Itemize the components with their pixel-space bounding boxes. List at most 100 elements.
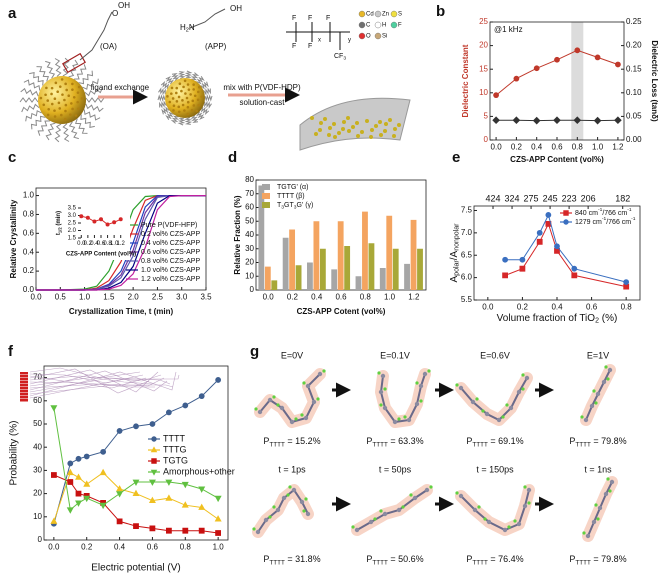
atom bbox=[56, 90, 59, 93]
x-tick-label: 2.5 bbox=[152, 292, 164, 301]
atom bbox=[77, 85, 81, 89]
polymer-atom: F bbox=[308, 15, 312, 22]
y-tick-label: 50 bbox=[245, 216, 254, 225]
panel-label: d bbox=[228, 149, 237, 166]
atom bbox=[189, 93, 192, 96]
legend-swatch bbox=[262, 193, 270, 199]
x2-tick-label: 223 bbox=[562, 193, 577, 203]
film-particle bbox=[341, 127, 345, 131]
atom bbox=[71, 107, 74, 111]
marker bbox=[100, 448, 107, 455]
atom bbox=[193, 94, 197, 98]
atom bbox=[595, 391, 601, 397]
film-particle bbox=[374, 124, 378, 128]
app-molecule bbox=[189, 8, 226, 29]
marker bbox=[198, 527, 205, 534]
x-tick-label: 2.0 bbox=[128, 292, 140, 301]
f-atom bbox=[521, 373, 525, 377]
snapshot-title: t = 1ps bbox=[278, 464, 306, 474]
marker bbox=[148, 496, 156, 503]
f-atom bbox=[286, 493, 290, 497]
f-atom bbox=[580, 415, 584, 419]
marker bbox=[132, 479, 140, 486]
text-part: -1 bbox=[631, 216, 636, 222]
y-tick-label: 7.5 bbox=[461, 206, 473, 215]
x-tick-label: 0.4 bbox=[531, 142, 543, 151]
film-particle bbox=[397, 123, 401, 127]
x-tick-label: 0.0 bbox=[48, 542, 60, 551]
electrode bbox=[20, 378, 28, 381]
x-tick-label: 0.4 bbox=[311, 292, 323, 301]
text-part: = 31.8% bbox=[285, 554, 321, 564]
y-tick-label: 10 bbox=[245, 271, 254, 280]
text-part: TTTT bbox=[269, 441, 285, 448]
text-part: polar bbox=[453, 260, 460, 276]
element-swatch bbox=[374, 10, 382, 18]
f-atom bbox=[604, 365, 608, 369]
legend-label: TTTT (β) bbox=[277, 193, 305, 200]
electrode bbox=[20, 387, 28, 390]
y-tick-label: 60 bbox=[33, 396, 42, 405]
atom bbox=[171, 97, 175, 100]
snapshot-title: E=1V bbox=[587, 350, 609, 360]
atom bbox=[186, 105, 190, 109]
atom bbox=[392, 419, 398, 425]
text-part: 3 bbox=[343, 56, 346, 62]
ligand-chain bbox=[200, 81, 209, 90]
y-tick-label: 0 bbox=[38, 535, 43, 544]
polymer-atom: F bbox=[292, 43, 296, 50]
marker bbox=[571, 265, 578, 272]
ligand-chain bbox=[184, 70, 193, 79]
y-tick-label: 0.4 bbox=[23, 247, 35, 256]
ligand-chain bbox=[62, 57, 70, 77]
marker bbox=[533, 65, 540, 72]
text-part: nonpolar bbox=[453, 223, 460, 251]
bar bbox=[417, 248, 423, 290]
f-atom bbox=[409, 493, 413, 497]
atom bbox=[58, 85, 62, 88]
probability-label: PTTTT = 69.1% bbox=[466, 436, 523, 448]
f-atom bbox=[594, 503, 598, 507]
atom bbox=[524, 375, 530, 381]
x-tick-label: 0.6 bbox=[97, 241, 106, 247]
legend-label: 1.0 vol% CZS-APP bbox=[141, 267, 200, 274]
f-atom bbox=[403, 415, 407, 419]
y-tick-label: 40 bbox=[33, 442, 42, 451]
atom bbox=[186, 83, 190, 86]
atom bbox=[71, 82, 74, 86]
f-atom bbox=[527, 501, 531, 505]
f-atom bbox=[302, 381, 306, 385]
atom bbox=[59, 113, 63, 117]
element-label: C bbox=[366, 23, 371, 29]
text-part: 840 cm bbox=[575, 210, 598, 217]
atom bbox=[406, 417, 412, 423]
atom bbox=[53, 115, 57, 118]
marker bbox=[150, 469, 158, 476]
marker bbox=[67, 479, 74, 485]
marker bbox=[536, 229, 543, 236]
atom bbox=[76, 91, 80, 94]
polymer-atom: F bbox=[308, 43, 312, 50]
polymer-atom: F bbox=[326, 15, 330, 22]
text-part: GT bbox=[284, 202, 294, 209]
atom bbox=[61, 93, 64, 96]
ligand-chain bbox=[85, 97, 105, 103]
panel-label: b bbox=[436, 3, 445, 20]
element-label: Si bbox=[382, 34, 387, 40]
atom bbox=[470, 399, 476, 405]
probability-label: PTTTT = 79.8% bbox=[569, 554, 626, 566]
atom bbox=[53, 109, 56, 112]
probability-label: PTTTT = 76.4% bbox=[466, 554, 523, 566]
text-part: P bbox=[263, 436, 269, 446]
atom bbox=[486, 519, 492, 525]
text-part: 3 bbox=[281, 205, 284, 211]
f-atom bbox=[582, 531, 586, 535]
marker bbox=[133, 423, 139, 430]
atom bbox=[60, 78, 64, 81]
atom bbox=[522, 503, 528, 509]
atom bbox=[591, 519, 597, 525]
ligand-label: (OA) bbox=[100, 42, 117, 51]
bar bbox=[404, 263, 410, 290]
f-atom bbox=[507, 525, 511, 529]
x-axis-label: Electric potential (V) bbox=[91, 563, 180, 574]
